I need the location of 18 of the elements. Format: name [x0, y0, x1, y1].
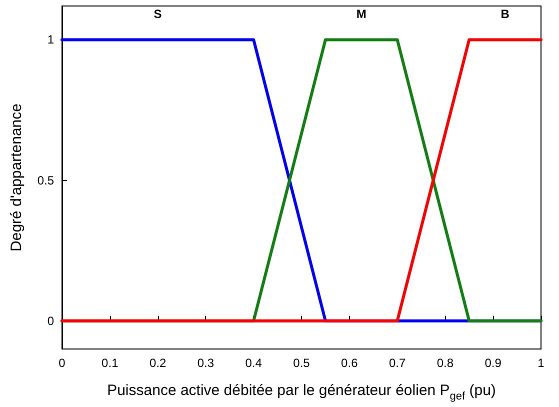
y-axis-title: Degré d'appartenance [8, 104, 25, 252]
x-tick-label: 0.8 [436, 356, 454, 370]
y-tick-label: 0 [47, 314, 54, 328]
x-tick-label: 0.9 [484, 356, 502, 370]
x-tick-label: 0.1 [102, 356, 119, 370]
series-label: S [154, 7, 162, 21]
x-tick-label: 0.5 [293, 356, 310, 370]
series-label: M [356, 7, 366, 21]
x-tick-label: 1 [538, 356, 545, 370]
x-tick-label: 0.6 [341, 356, 358, 370]
series-label: B [500, 7, 510, 21]
x-tick-label: 0 [58, 356, 66, 370]
x-tick-label: 0.4 [245, 356, 262, 370]
y-tick-label: 1 [47, 32, 54, 47]
x-tick-label: 0.3 [197, 356, 214, 370]
y-tick-label: 0.5 [37, 173, 54, 188]
x-tick-label: 0.2 [149, 356, 166, 370]
x-tick-label: 0.7 [388, 356, 406, 370]
